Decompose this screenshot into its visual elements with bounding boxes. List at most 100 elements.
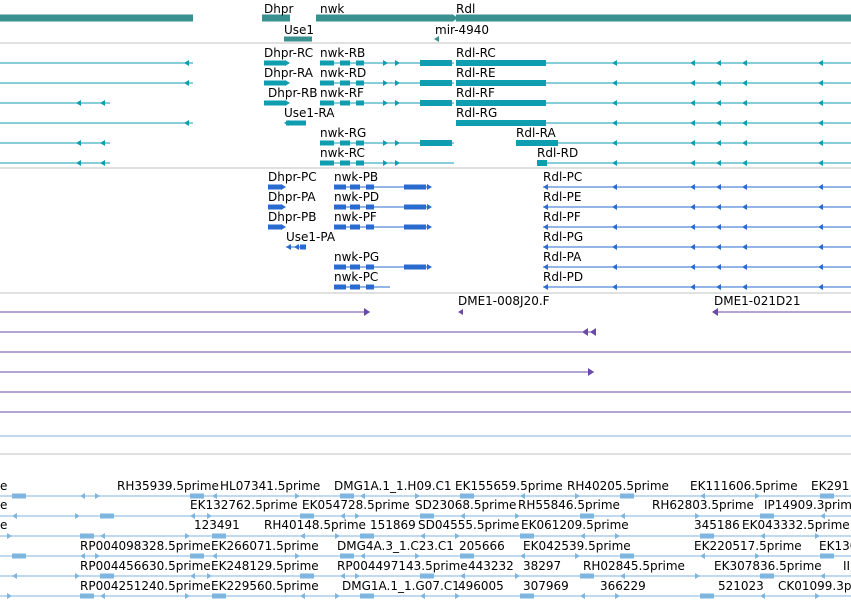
strand-arrow-left bbox=[434, 36, 439, 42]
est-label[interactable]: e bbox=[0, 479, 8, 493]
transcript-label[interactable]: nwk-RD bbox=[320, 66, 367, 80]
est-label[interactable]: 205666 bbox=[459, 539, 505, 553]
feature-block bbox=[404, 204, 426, 210]
strand-arrow-right bbox=[395, 60, 400, 66]
transcript-label[interactable]: Rdl-RC bbox=[456, 46, 496, 60]
transcript-label[interactable]: Rdl-RD bbox=[537, 146, 579, 160]
transcript-label[interactable]: Dhpr-RA bbox=[264, 66, 314, 80]
transcript-label[interactable]: nwk-RF bbox=[320, 86, 364, 100]
gene-label-mir-4940[interactable]: mir-4940 bbox=[435, 23, 490, 37]
feature-block bbox=[356, 60, 364, 66]
est-label[interactable]: 307969 bbox=[523, 579, 569, 593]
protein-label[interactable]: Rdl-PF bbox=[543, 210, 581, 224]
strand-arrow-right bbox=[395, 100, 400, 106]
protein-label[interactable]: nwk-PG bbox=[334, 250, 380, 264]
est-label[interactable]: EK042539.5prime bbox=[523, 539, 631, 553]
transcript-label[interactable]: Use1-RA bbox=[284, 106, 335, 120]
est-label[interactable]: EK130 bbox=[819, 539, 851, 553]
est-label[interactable]: e bbox=[0, 498, 8, 512]
est-label[interactable]: RH02845.5prime bbox=[583, 559, 685, 573]
est-label[interactable]: RP004456630.5prime bbox=[80, 559, 211, 573]
strand-arrow-right bbox=[588, 368, 594, 376]
est-label[interactable]: DMG1A.1_1.H09.C1 bbox=[334, 479, 452, 493]
transcript-label[interactable]: nwk-RC bbox=[320, 146, 365, 160]
protein-label[interactable]: Rdl-PA bbox=[543, 250, 582, 264]
est-label[interactable]: e bbox=[0, 518, 8, 532]
protein-label[interactable]: Dhpr-PC bbox=[268, 170, 317, 184]
strand-arrow-right bbox=[95, 553, 100, 559]
protein-label[interactable]: Rdl-PD bbox=[543, 270, 584, 284]
est-label[interactable]: DMG4A.3_1.C23.C1 bbox=[337, 539, 454, 553]
gene-label-rdl[interactable]: Rdl bbox=[456, 2, 476, 16]
est-label[interactable]: EK054728.5prime bbox=[302, 498, 410, 512]
protein-label[interactable]: nwk-PD bbox=[334, 190, 380, 204]
clone-label[interactable]: DME1-021D21 bbox=[714, 294, 801, 308]
est-label[interactable]: CK01099.3prime bbox=[778, 579, 851, 593]
protein-label[interactable]: nwk-PC bbox=[334, 270, 379, 284]
transcript-label[interactable]: nwk-RG bbox=[320, 126, 367, 140]
transcript-label[interactable]: Rdl-RG bbox=[456, 106, 498, 120]
est-label[interactable]: 151869 bbox=[370, 518, 416, 532]
est-label[interactable]: SD04555.5prime bbox=[418, 518, 520, 532]
est-label[interactable]: IP14909.3prime bbox=[764, 498, 851, 512]
protein-label[interactable]: Rdl-PC bbox=[543, 170, 583, 184]
est-label[interactable]: RH35939.5prime bbox=[117, 479, 219, 493]
gene-label-nwk[interactable]: nwk bbox=[320, 2, 345, 16]
est-label[interactable]: RH55846.5prime bbox=[518, 498, 620, 512]
est-label[interactable]: EK229560.5prime bbox=[211, 579, 319, 593]
est-label[interactable]: 345186 bbox=[694, 518, 740, 532]
est-label[interactable]: DMG1A.1_1.G07.C1 bbox=[342, 579, 460, 593]
strand-arrow-right bbox=[383, 140, 388, 146]
est-label[interactable]: EK248129.5prime bbox=[211, 559, 319, 573]
transcript-label[interactable]: nwk-RB bbox=[320, 46, 366, 60]
est-label[interactable]: 443232 bbox=[468, 559, 514, 573]
strand-arrow-left bbox=[612, 160, 617, 166]
est-label[interactable]: RP004497143.5prime bbox=[337, 559, 468, 573]
gene-block bbox=[456, 14, 851, 22]
transcript-label[interactable]: Rdl-RE bbox=[456, 66, 496, 80]
est-label[interactable]: 123491 bbox=[194, 518, 240, 532]
est-label[interactable]: RH40205.5prime bbox=[567, 479, 669, 493]
est-label[interactable]: II bbox=[843, 559, 851, 573]
protein-label[interactable]: Dhpr-PB bbox=[268, 210, 317, 224]
strand-arrow-left bbox=[12, 573, 17, 579]
est-label[interactable]: 38297 bbox=[523, 559, 562, 573]
est-label[interactable]: EK266071.5prime bbox=[211, 539, 319, 553]
protein-label[interactable]: nwk-PB bbox=[334, 170, 379, 184]
protein-label[interactable]: Use1-PA bbox=[286, 230, 336, 244]
est-label[interactable]: RH62803.5prime bbox=[652, 498, 754, 512]
protein-label[interactable]: Rdl-PG bbox=[543, 230, 584, 244]
clone-label[interactable]: DME1-008J20.F bbox=[458, 294, 550, 308]
transcript-label[interactable]: Rdl-RF bbox=[456, 86, 495, 100]
gene-label-use1[interactable]: Use1 bbox=[284, 23, 315, 37]
strand-arrow-left bbox=[742, 224, 747, 230]
est-label[interactable]: HL07341.5prime bbox=[220, 479, 321, 493]
transcript-label[interactable]: Dhpr-RC bbox=[264, 46, 314, 60]
gene-label-dhpr[interactable]: Dhpr bbox=[264, 2, 294, 16]
est-label[interactable]: RP004098328.5prime bbox=[80, 539, 211, 553]
protein-label[interactable]: nwk-PF bbox=[334, 210, 377, 224]
est-label[interactable]: EK155659.5prime bbox=[455, 479, 563, 493]
protein-label[interactable]: Dhpr-PA bbox=[268, 190, 316, 204]
feature-block bbox=[356, 100, 364, 106]
feature-block bbox=[80, 533, 94, 539]
est-label[interactable]: 521023 bbox=[718, 579, 764, 593]
protein-label[interactable]: Rdl-PE bbox=[543, 190, 582, 204]
est-label[interactable]: EK291 bbox=[811, 479, 850, 493]
est-label[interactable]: EK111606.5prime bbox=[690, 479, 798, 493]
est-label[interactable]: EK043332.5prime bbox=[742, 518, 850, 532]
feature-block bbox=[334, 184, 346, 190]
est-label[interactable]: EK061209.5prime bbox=[521, 518, 629, 532]
transcript-label[interactable]: Rdl-RA bbox=[516, 126, 556, 140]
est-label[interactable]: SD23068.5prime bbox=[415, 498, 517, 512]
est-label[interactable]: RH40148.5prime bbox=[264, 518, 366, 532]
transcript-label[interactable]: Dhpr-RB bbox=[268, 86, 318, 100]
est-label[interactable]: EK132762.5prime bbox=[190, 498, 298, 512]
est-label[interactable]: 496005 bbox=[458, 579, 504, 593]
est-label[interactable]: 366229 bbox=[600, 579, 646, 593]
est-label[interactable]: RP004251240.5prime bbox=[80, 579, 211, 593]
est-label[interactable]: EK220517.5prime bbox=[694, 539, 802, 553]
est-label[interactable]: EK307836.5prime bbox=[714, 559, 822, 573]
